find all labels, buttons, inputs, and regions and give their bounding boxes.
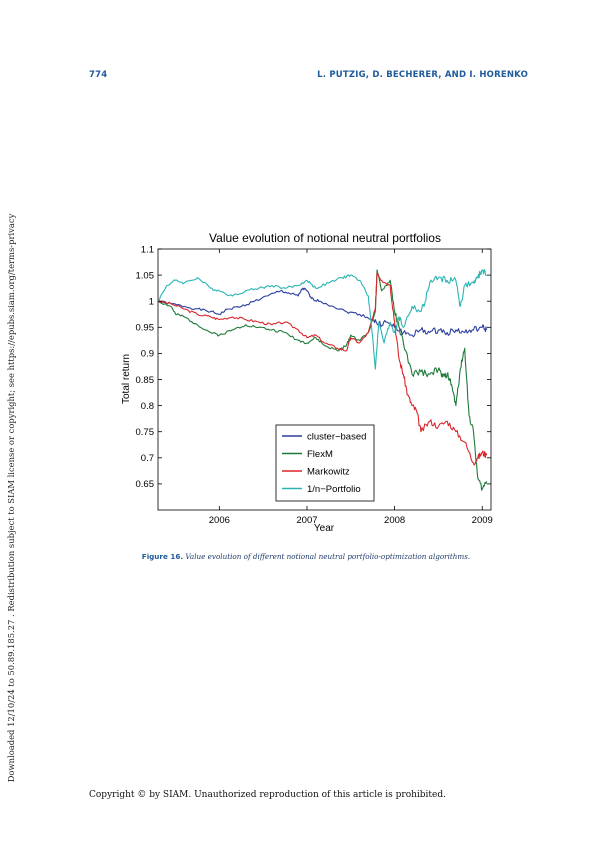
copyright-footer: Copyright © by SIAM. Unauthorized reprod… — [89, 790, 446, 800]
series-layer — [157, 269, 488, 491]
x-tick-label: 2009 — [472, 515, 493, 526]
series-line-1 — [157, 287, 488, 338]
y-tick-label: 0.85 — [136, 375, 155, 386]
page-number: 774 — [89, 70, 108, 80]
figure-label: Figure 16. — [141, 552, 184, 561]
y-tick-label: 0.9 — [141, 349, 154, 360]
y-tick-label: 0.7 — [141, 453, 154, 464]
y-tick-label: 0.8 — [141, 401, 154, 412]
x-tick-label: 2008 — [384, 515, 405, 526]
figure-caption-text: Value evolution of different notional ne… — [185, 552, 471, 561]
series-line-4 — [157, 269, 487, 370]
legend-entry: FlexM — [307, 449, 333, 460]
y-tick-label: 0.95 — [136, 323, 155, 334]
y-tick-label: 1 — [149, 297, 154, 308]
figure-caption: Figure 16. Value evolution of different … — [0, 552, 612, 561]
legend: cluster−based FlexM Markowitz 1/n−Portfolio — [275, 424, 375, 502]
legend-entry: Markowitz — [307, 467, 350, 478]
y-tick-label: 1.05 — [136, 270, 155, 281]
x-tick-label: 2007 — [296, 515, 317, 526]
download-notice: Downloaded 12/10/24 to 50.89.185.27 . Re… — [6, 213, 16, 783]
x-tick-label: 2006 — [209, 515, 230, 526]
legend-entry: 1/n−Portfolio — [307, 484, 361, 495]
series-line-2 — [157, 269, 488, 491]
axes-layer: 0.65 0.7 0.75 0.8 0.85 0.9 0.95 1 1.05 1.1 2006 200… — [136, 244, 493, 526]
series-line-3 — [157, 271, 488, 466]
y-tick-label: 0.75 — [136, 427, 155, 438]
x-axis-label: Year — [314, 523, 335, 534]
legend-entry: cluster−based — [307, 432, 366, 443]
line-chart: Value evolution of notional neutral port… — [121, 231, 493, 534]
y-tick-label: 0.65 — [136, 479, 155, 490]
figure: Value evolution of notional neutral port… — [110, 222, 500, 534]
running-head: L. PUTZIG, D. BECHERER, AND I. HORENKO — [317, 70, 528, 80]
chart-title: Value evolution of notional neutral port… — [209, 231, 441, 245]
y-axis-label: Total return — [121, 354, 132, 404]
y-tick-label: 1.1 — [141, 244, 154, 255]
